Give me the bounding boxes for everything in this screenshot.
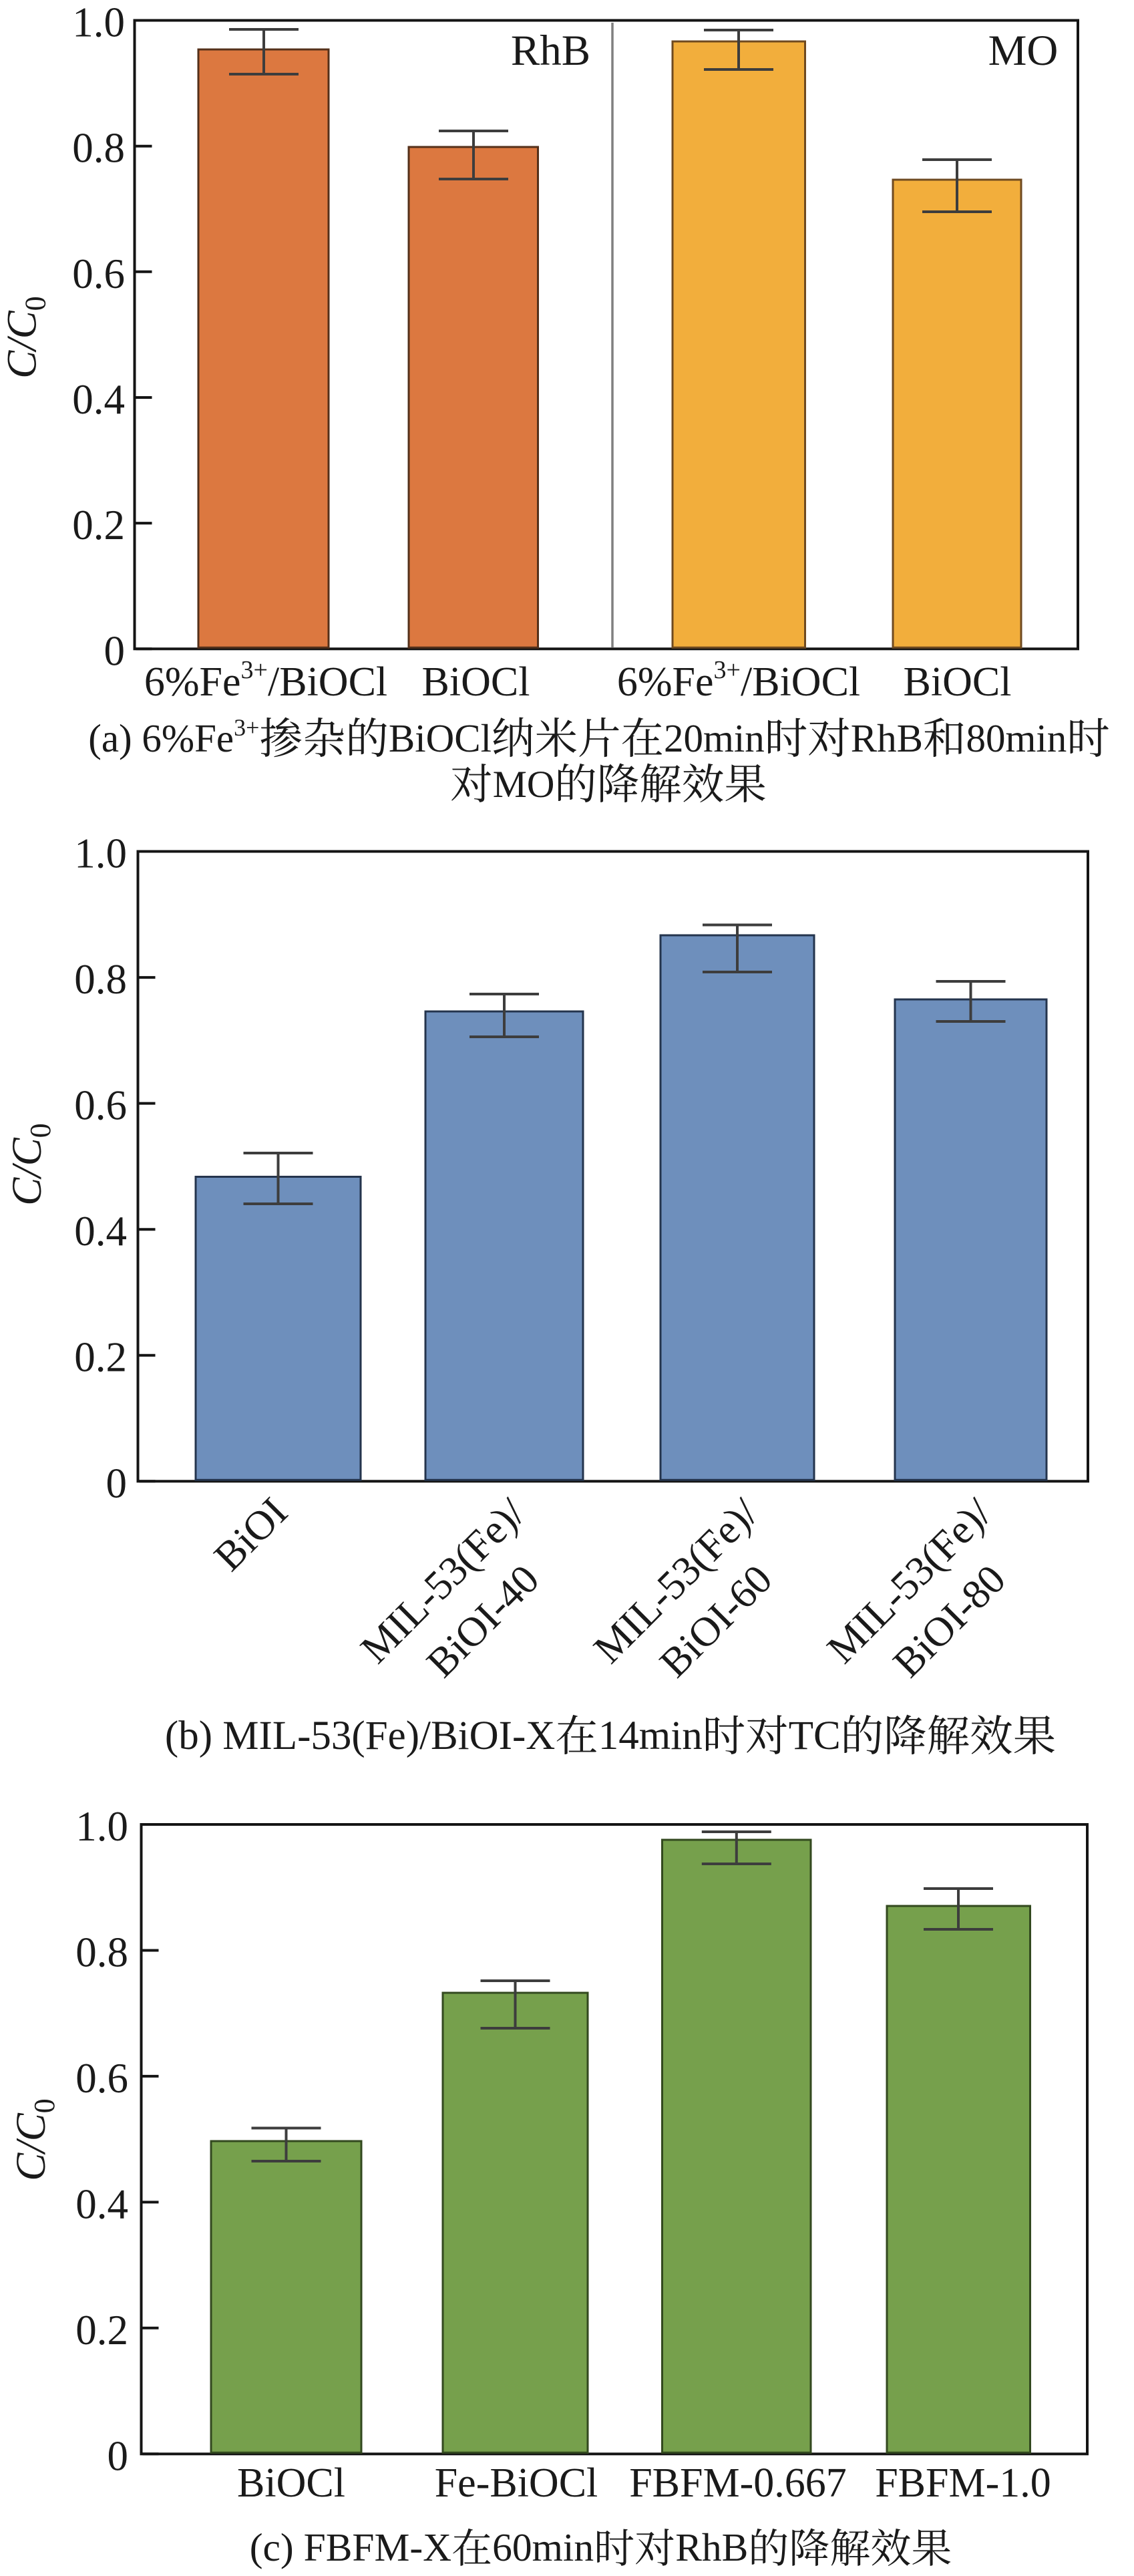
svg-text:0.8: 0.8 (74, 956, 127, 1003)
svg-text:Fe-BiOCl: Fe-BiOCl (435, 2460, 598, 2506)
svg-text:0.2: 0.2 (74, 1334, 127, 1381)
svg-text:(a) 6%Fe: (a) 6%Fe (88, 716, 234, 760)
svg-text:C/C: C/C (3, 1137, 50, 1206)
svg-text:3+: 3+ (241, 656, 268, 684)
svg-text:0: 0 (28, 2098, 61, 2113)
svg-text:C/C: C/C (0, 310, 45, 379)
svg-text:RhB: RhB (511, 27, 590, 75)
svg-text:BiOCl: BiOCl (422, 659, 530, 705)
svg-text:BiOI: BiOI (206, 1489, 297, 1580)
svg-text:0: 0 (19, 296, 52, 311)
svg-text:BiOCl: BiOCl (237, 2460, 345, 2506)
svg-text:0: 0 (104, 627, 126, 674)
svg-text:80min: 80min (966, 716, 1067, 760)
svg-text:RhB: RhB (675, 2525, 748, 2569)
svg-text:1.0: 1.0 (75, 1803, 128, 1850)
svg-text:20min: 20min (664, 716, 765, 760)
svg-text:14min: 14min (598, 1714, 703, 1758)
svg-text:(c) FBFM-X: (c) FBFM-X (250, 2525, 451, 2569)
svg-text:0.4: 0.4 (74, 1208, 127, 1255)
svg-text:FBFM-0.667: FBFM-0.667 (629, 2460, 847, 2506)
svg-text:0.8: 0.8 (75, 1929, 128, 1976)
svg-text:3+: 3+ (234, 714, 259, 741)
svg-text:MO: MO (988, 27, 1059, 75)
svg-text:0.6: 0.6 (75, 2055, 128, 2102)
svg-text:/BiOCl: /BiOCl (741, 659, 860, 705)
svg-text:0.4: 0.4 (75, 2181, 128, 2227)
svg-text:0: 0 (108, 2432, 129, 2479)
svg-text:1.0: 1.0 (72, 0, 125, 46)
svg-text:0.6: 0.6 (74, 1082, 127, 1129)
svg-text:TC: TC (789, 1714, 841, 1758)
svg-text:3+: 3+ (714, 656, 741, 684)
svg-text:1.0: 1.0 (74, 830, 127, 877)
svg-text:0: 0 (106, 1460, 128, 1506)
svg-text:60min: 60min (492, 2525, 594, 2569)
svg-text:6%Fe: 6%Fe (617, 659, 714, 705)
svg-text:FBFM-1.0: FBFM-1.0 (875, 2460, 1051, 2506)
svg-text:MO: MO (493, 764, 555, 806)
svg-text:0.8: 0.8 (72, 125, 125, 172)
svg-text:BiOCl: BiOCl (389, 716, 492, 760)
svg-text:0: 0 (24, 1123, 57, 1138)
svg-text:C/C: C/C (7, 2112, 54, 2181)
svg-text:/BiOCl: /BiOCl (268, 659, 387, 705)
svg-text:0.2: 0.2 (75, 2307, 128, 2354)
svg-text:0.2: 0.2 (72, 502, 125, 548)
svg-text:0.6: 0.6 (72, 251, 125, 297)
svg-text:6%Fe: 6%Fe (144, 659, 241, 705)
svg-text:BiOCl: BiOCl (904, 659, 1012, 705)
svg-text:0.4: 0.4 (72, 376, 125, 423)
svg-text:(b) MIL-53(Fe)/BiOI-X: (b) MIL-53(Fe)/BiOI-X (165, 1714, 555, 1758)
svg-text:RhB: RhB (851, 716, 923, 760)
